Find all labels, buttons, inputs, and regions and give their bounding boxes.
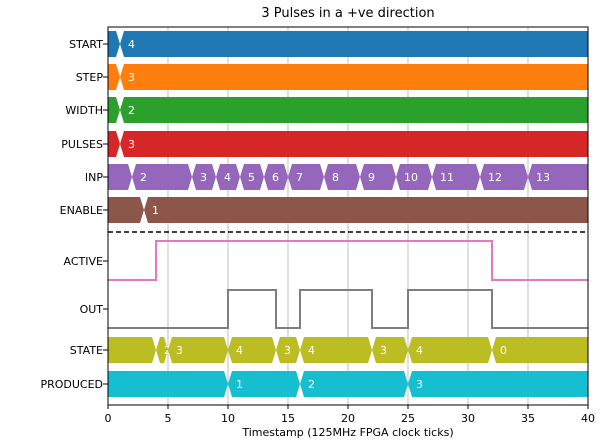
bus-segment: [108, 164, 132, 190]
bus-value-label: 1: [236, 378, 243, 391]
bus-segment: [108, 197, 144, 223]
bus-value-label: 3: [416, 378, 423, 391]
bus-segment: [240, 164, 264, 190]
bus-segment: [120, 31, 588, 57]
signal-label: WIDTH: [65, 104, 103, 117]
bus-value-label: 2: [308, 378, 315, 391]
bus-value-label: 5: [248, 171, 255, 184]
bus-value-label: 4: [308, 344, 315, 357]
bus-segment: [192, 164, 216, 190]
x-tick-label: 25: [401, 412, 415, 425]
bus-value-label: 1: [152, 204, 159, 217]
bus-segment: [492, 337, 588, 363]
bus-segment: [216, 164, 240, 190]
x-tick-label: 40: [581, 412, 595, 425]
bus-value-label: 2: [164, 344, 171, 357]
bus-segment: [300, 371, 408, 397]
x-tick-label: 15: [281, 412, 295, 425]
bus-segment: [168, 337, 228, 363]
bus-value-label: 10: [404, 171, 418, 184]
bus-segment: [144, 197, 588, 223]
x-tick-label: 5: [165, 412, 172, 425]
bus-segment: [156, 337, 168, 363]
bus-segment: [108, 97, 120, 123]
chart-title: 3 Pulses in a +ve direction: [261, 6, 434, 21]
bus-segment: [480, 164, 528, 190]
bus-segment: [408, 337, 492, 363]
signal-label: STEP: [76, 71, 104, 84]
bus-value-label: 6: [272, 171, 279, 184]
signal-label: PULSES: [61, 138, 103, 151]
bus-segment: [108, 31, 120, 57]
x-tick-label: 20: [341, 412, 355, 425]
bus-segment: [228, 337, 276, 363]
bus-value-label: 7: [296, 171, 303, 184]
bus-segment: [120, 97, 588, 123]
bus-value-label: 9: [368, 171, 375, 184]
signal-label: PRODUCED: [40, 378, 103, 391]
bus-value-label: 2: [128, 104, 135, 117]
bus-segment: [276, 337, 300, 363]
bus-value-label: 13: [536, 171, 550, 184]
bus-segment: [108, 64, 120, 90]
bus-value-label: 12: [488, 171, 502, 184]
bus-value-label: 4: [236, 344, 243, 357]
signal-label: ACTIVE: [64, 255, 104, 268]
signal-label: STATE: [70, 344, 103, 357]
bus-segment: [324, 164, 360, 190]
bus-segment: [372, 337, 408, 363]
bus-value-label: 8: [332, 171, 339, 184]
bus-segment: [300, 337, 372, 363]
bus-segment: [528, 164, 588, 190]
bus-value-label: 3: [176, 344, 183, 357]
bus-segment: [108, 337, 156, 363]
bus-value-label: 3: [284, 344, 291, 357]
bus-value-label: 4: [416, 344, 423, 357]
bit-waveform: [108, 240, 588, 281]
bus-segment: [360, 164, 396, 190]
bus-segment: [120, 131, 588, 157]
x-axis-label: Timestamp (125MHz FPGA clock ticks): [241, 426, 453, 439]
bus-segment: [228, 371, 300, 397]
bus-segment: [120, 64, 588, 90]
bus-segment: [432, 164, 480, 190]
bus-segment: [108, 371, 228, 397]
bus-segment: [408, 371, 588, 397]
bus-segment: [132, 164, 192, 190]
x-tick-label: 35: [521, 412, 535, 425]
bus-value-label: 3: [380, 344, 387, 357]
bus-segment: [108, 131, 120, 157]
x-tick-label: 0: [105, 412, 112, 425]
bus-value-label: 4: [224, 171, 231, 184]
bus-value-label: 0: [500, 344, 507, 357]
bus-value-label: 4: [128, 38, 135, 51]
bus-value-label: 3: [200, 171, 207, 184]
bus-segment: [288, 164, 324, 190]
bus-value-label: 11: [440, 171, 454, 184]
x-tick-label: 30: [461, 412, 475, 425]
signal-label: START: [69, 38, 103, 51]
bus-value-label: 3: [128, 138, 135, 151]
x-tick-label: 10: [221, 412, 235, 425]
bus-segment: [396, 164, 432, 190]
bus-value-label: 2: [140, 171, 147, 184]
signal-label: ENABLE: [60, 204, 103, 217]
bus-segment: [264, 164, 288, 190]
signal-label: INP: [85, 171, 103, 184]
signal-label: OUT: [80, 303, 104, 316]
bus-value-label: 3: [128, 71, 135, 84]
bit-waveform: [108, 289, 588, 329]
x-axis: 0 5 10 15 20 25 30 35 40: [105, 405, 595, 425]
